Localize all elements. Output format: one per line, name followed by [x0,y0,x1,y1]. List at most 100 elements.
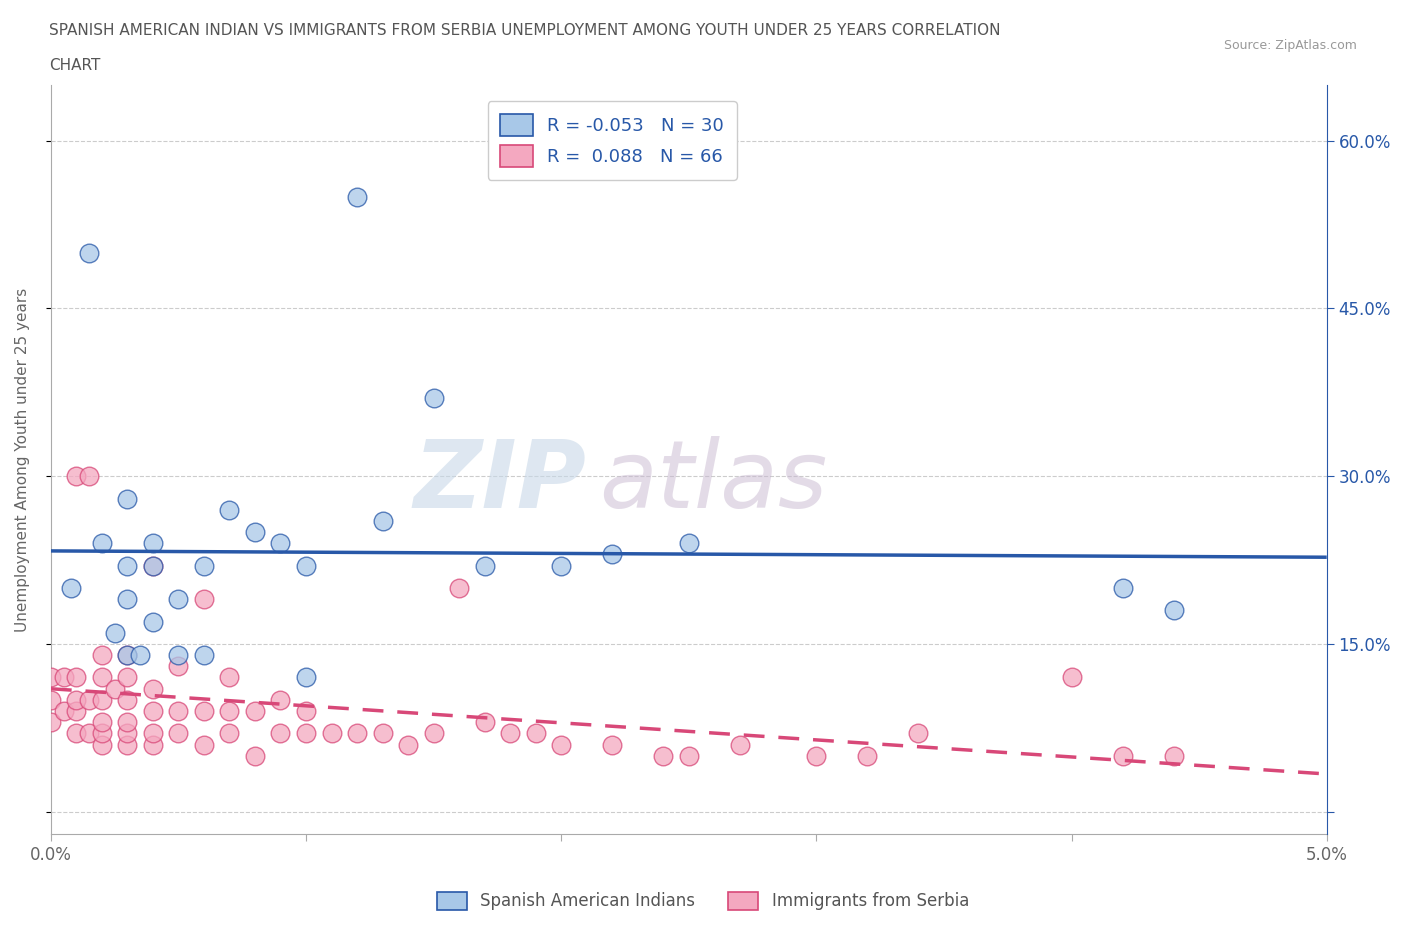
Point [117,491,139,506]
Point [396,737,419,752]
Point [678,749,700,764]
Point [77,469,100,484]
Point [193,737,215,752]
Point [321,726,343,741]
Point [65,704,87,719]
Point [104,625,127,640]
Point [550,737,572,752]
Point [77,246,100,260]
Point [1163,603,1185,618]
Point [550,558,572,573]
Y-axis label: Unemployment Among Youth under 25 years: Unemployment Among Youth under 25 years [15,287,30,631]
Point [269,693,291,708]
Point [117,715,139,730]
Point [90,693,112,708]
Point [90,726,112,741]
Legend: Spanish American Indians, Immigrants from Serbia: Spanish American Indians, Immigrants fro… [430,885,976,917]
Point [52,704,75,719]
Point [117,558,139,573]
Point [728,737,751,752]
Point [90,536,112,551]
Point [907,726,929,741]
Point [218,670,240,684]
Point [65,469,87,484]
Point [295,670,318,684]
Point [1111,749,1133,764]
Point [295,704,318,719]
Point [90,715,112,730]
Point [142,737,165,752]
Point [167,704,190,719]
Point [117,670,139,684]
Point [117,647,139,662]
Point [117,693,139,708]
Point [346,726,368,741]
Point [142,726,165,741]
Point [524,726,547,741]
Point [193,647,215,662]
Point [856,749,879,764]
Point [77,726,100,741]
Point [1111,580,1133,595]
Point [218,502,240,517]
Point [117,726,139,741]
Point [39,693,62,708]
Point [218,704,240,719]
Point [422,391,444,405]
Text: Source: ZipAtlas.com: Source: ZipAtlas.com [1223,39,1357,52]
Text: CHART: CHART [49,58,101,73]
Point [65,693,87,708]
Point [218,726,240,741]
Point [806,749,828,764]
Text: atlas: atlas [599,436,828,527]
Point [371,513,394,528]
Point [167,591,190,606]
Point [65,726,87,741]
Point [269,536,291,551]
Point [90,670,112,684]
Point [77,693,100,708]
Point [499,726,522,741]
Point [449,580,471,595]
Point [39,715,62,730]
Point [142,536,165,551]
Point [39,670,62,684]
Point [269,726,291,741]
Point [422,726,444,741]
Point [371,726,394,741]
Point [1163,749,1185,764]
Point [90,647,112,662]
Point [193,704,215,719]
Point [167,647,190,662]
Point [117,591,139,606]
Point [129,647,152,662]
Point [600,737,623,752]
Point [167,658,190,673]
Point [474,715,496,730]
Point [243,525,266,539]
Text: SPANISH AMERICAN INDIAN VS IMMIGRANTS FROM SERBIA UNEMPLOYMENT AMONG YOUTH UNDER: SPANISH AMERICAN INDIAN VS IMMIGRANTS FR… [49,23,1001,38]
Point [346,189,368,204]
Point [243,704,266,719]
Point [142,558,165,573]
Point [243,749,266,764]
Point [1060,670,1083,684]
Point [295,726,318,741]
Point [600,547,623,562]
Point [678,536,700,551]
Point [117,737,139,752]
Point [117,647,139,662]
Point [142,614,165,629]
Point [52,670,75,684]
Point [60,580,83,595]
Point [142,681,165,696]
Point [167,726,190,741]
Point [90,737,112,752]
Point [193,558,215,573]
Point [65,670,87,684]
Point [142,704,165,719]
Point [474,558,496,573]
Point [652,749,675,764]
Point [104,681,127,696]
Text: ZIP: ZIP [413,436,586,528]
